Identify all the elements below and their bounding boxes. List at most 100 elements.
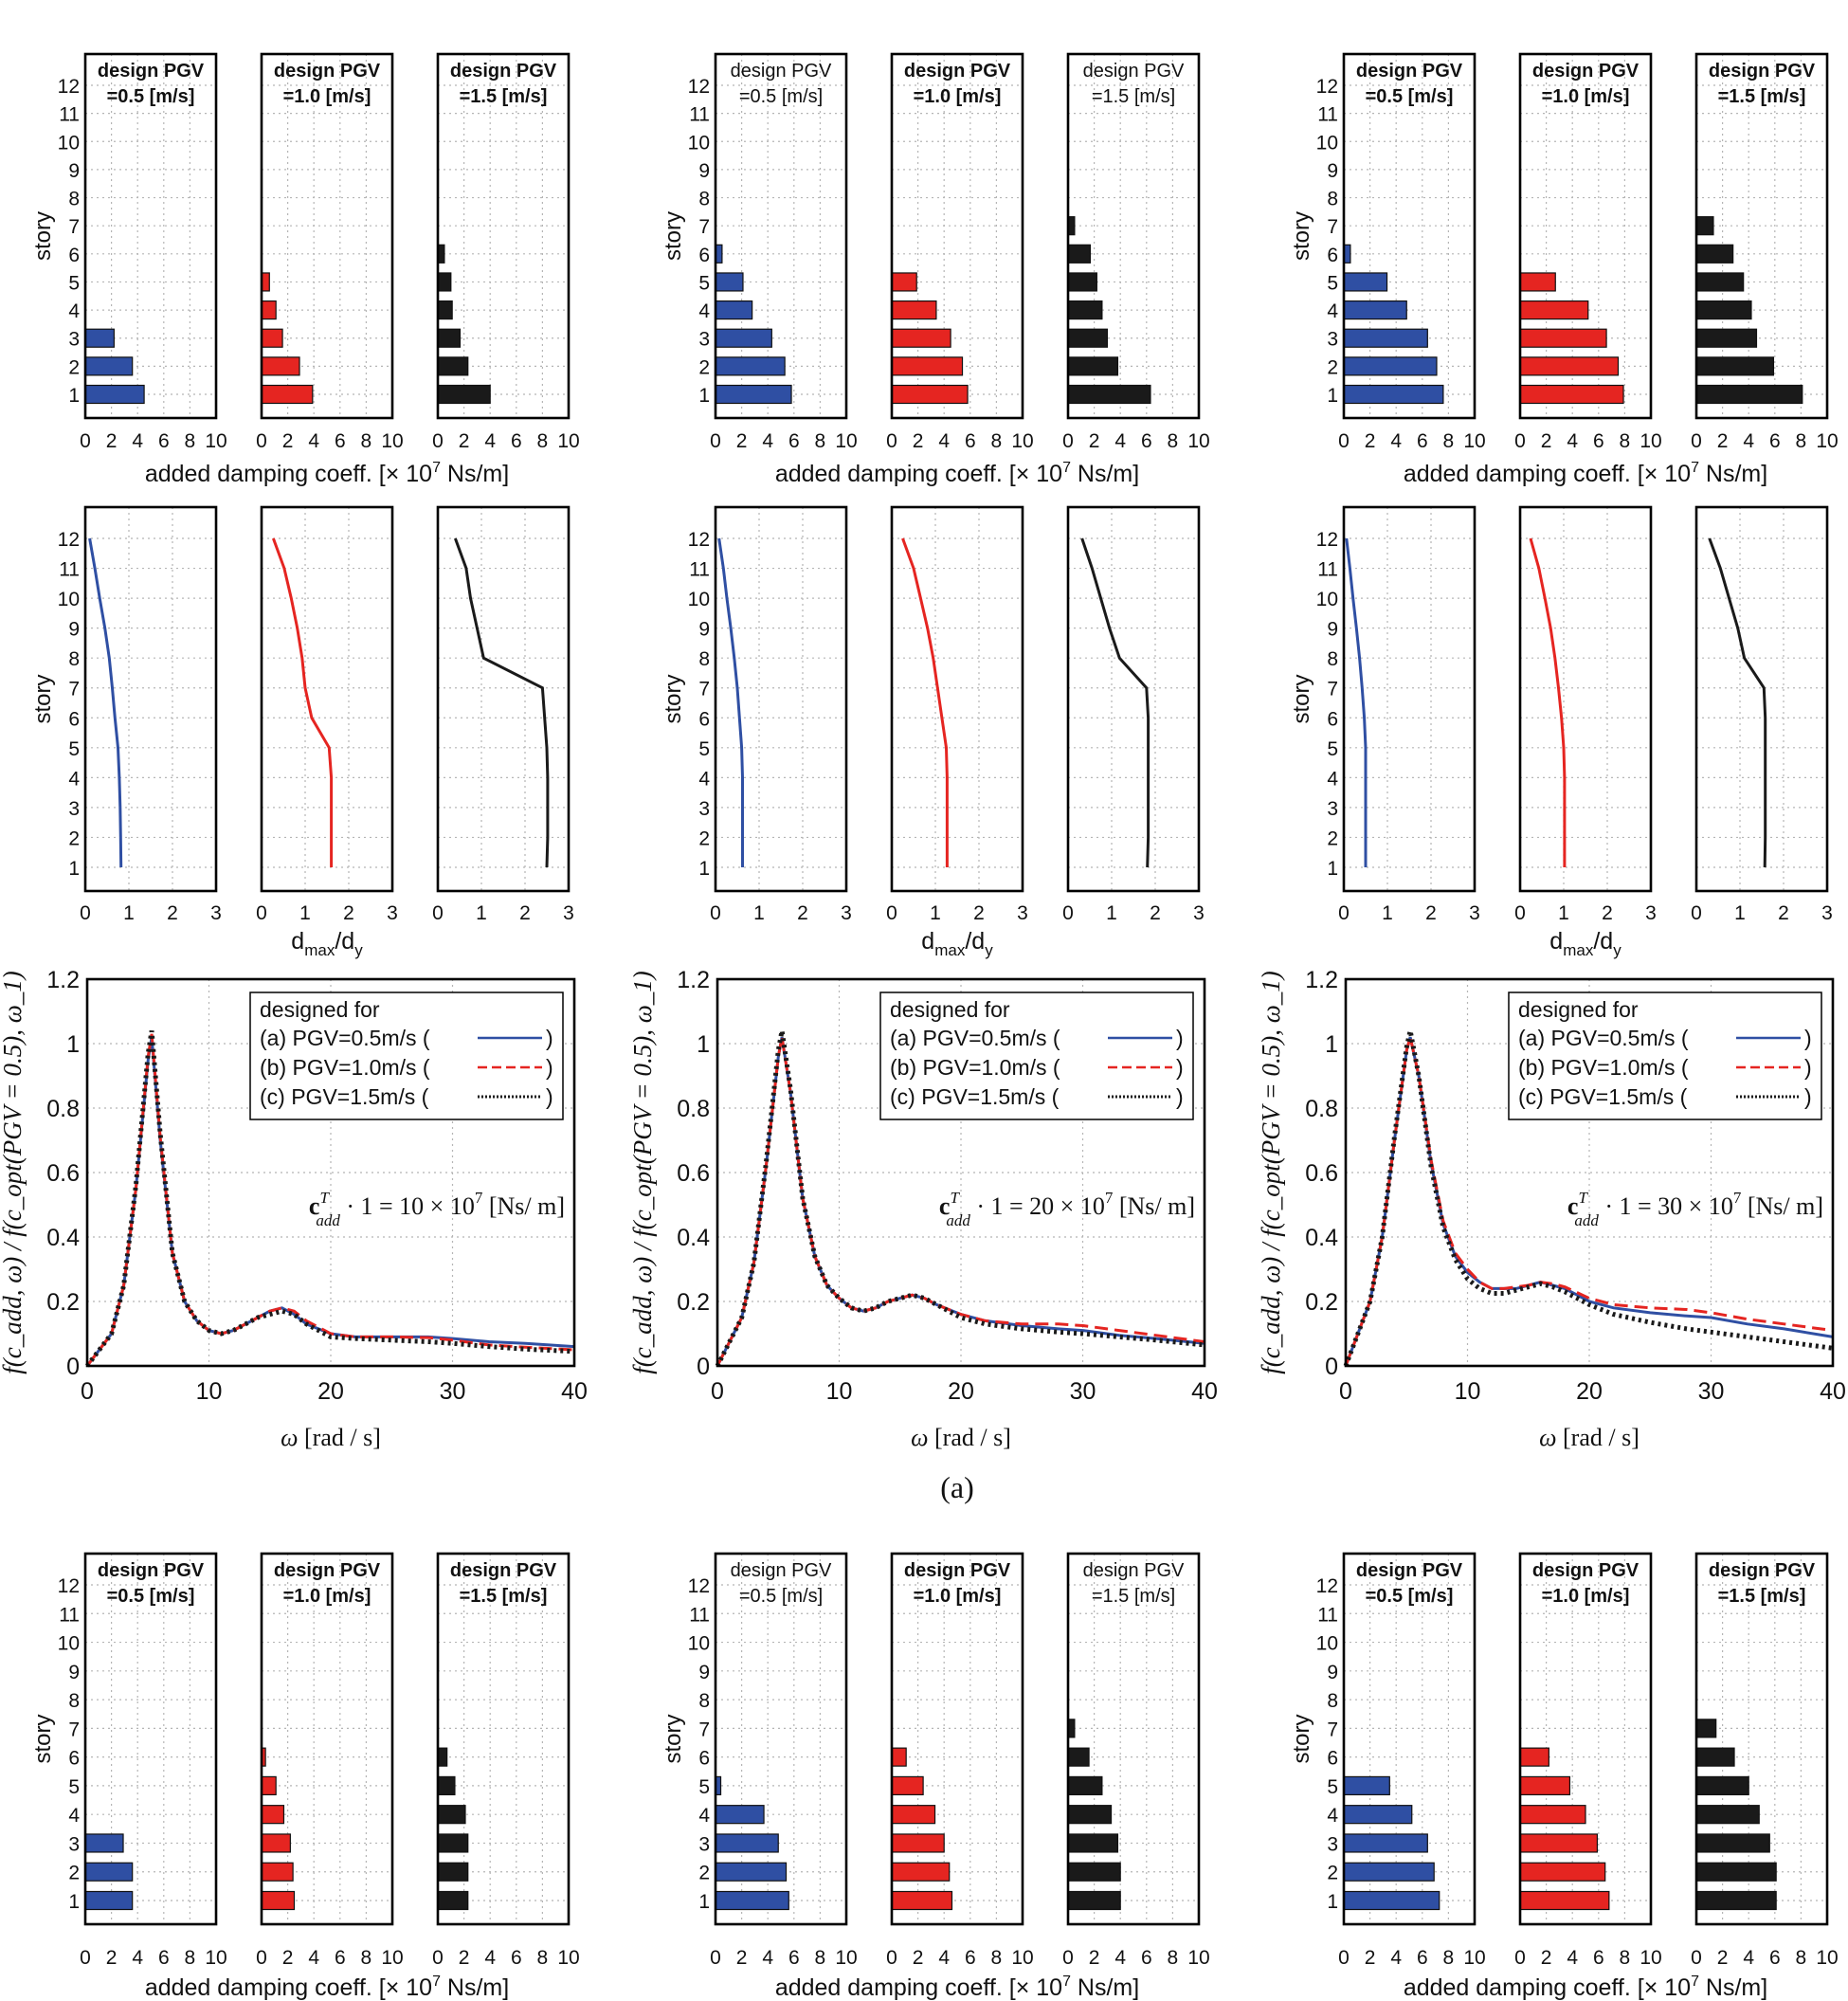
xtick-label: 0 (80, 1947, 91, 1969)
panel-frame (1342, 505, 1477, 893)
drift-profile-line (271, 537, 334, 867)
xtick-label: 30 (1698, 1378, 1725, 1405)
panel-title-line1: design PGV (274, 61, 381, 82)
xtick-label: 3 (563, 902, 574, 924)
xtick-label: 40 (1191, 1378, 1218, 1405)
bar-story-4 (261, 300, 277, 320)
drift-ytick: 5 (1327, 738, 1338, 760)
drift-profile-line (88, 537, 123, 868)
bar-ytick: 8 (68, 189, 80, 210)
y-axis-label: f(c_add, ω) / f(c_opt(PGV = 0.5), ω_1) (0, 971, 27, 1374)
bar-story-1 (891, 384, 969, 405)
xtick-label: 8 (361, 430, 372, 452)
xtick-label: 6 (1769, 430, 1781, 452)
panel-frame (83, 505, 218, 893)
panel-title-line1: design PGV (98, 1560, 205, 1581)
bar-story-5 (261, 1775, 277, 1796)
panel-title-line2: =1.5 [m/s] (1092, 1586, 1175, 1607)
xtick-label: 0 (1338, 430, 1350, 452)
frequency-plot: 0 10 20 30 40 0 0.2 0.4 0.6 0.8 1 1.2 ω [rad / s] f(c… (1257, 967, 1846, 1451)
legend-title: designed for (890, 997, 1010, 1022)
bar-story-3 (891, 328, 951, 348)
ytick-label: 0.2 (46, 1289, 80, 1316)
ytick-label: 0 (697, 1354, 710, 1380)
drift-ytick: 8 (698, 648, 710, 670)
bar-story-1 (891, 1890, 953, 1911)
xtick-label: 8 (1168, 1947, 1179, 1969)
xtick-label: 6 (1417, 430, 1428, 452)
ytick-label: 0.8 (677, 1096, 710, 1122)
legend-entry-label: (c) PGV=1.5m/s ( (1518, 1084, 1688, 1109)
bar-ytick: 1 (68, 385, 80, 407)
legend-entry-close: ) (1804, 1055, 1812, 1080)
bar-story-3 (891, 1833, 945, 1853)
xtick-label: 6 (511, 1947, 522, 1969)
xtick-label: 0 (1062, 902, 1074, 924)
xtick-label: 4 (1390, 430, 1402, 452)
xtick-label: 10 (1463, 1947, 1485, 1969)
bar-ytick: 5 (68, 1776, 80, 1798)
xtick-label: 2 (1602, 902, 1613, 924)
bar-story-5 (1695, 272, 1745, 292)
xtick-label: 8 (361, 1947, 372, 1969)
ytick-label: 1.2 (1305, 967, 1338, 993)
bar-story-3 (1343, 1833, 1428, 1853)
bar-story-1 (1067, 1890, 1121, 1911)
panel-title-line2: =0.5 [m/s] (1366, 86, 1454, 107)
legend-entry-close: ) (1176, 1084, 1184, 1109)
xtick-label: 10 (835, 430, 857, 452)
xtick-label: 4 (1114, 1947, 1126, 1969)
xtick-label: 2 (736, 1947, 748, 1969)
xtick-label: 2 (1150, 902, 1161, 924)
bar-story-4 (1067, 1805, 1113, 1825)
legend-title: designed for (260, 997, 380, 1022)
bar-ytick: 11 (1317, 104, 1338, 126)
panel-title-line1: design PGV (1709, 1560, 1816, 1581)
bar-ytick: 2 (68, 356, 80, 378)
x-axis-label: added damping coeff. [× 107 Ns/m] (775, 1974, 1139, 2001)
bar-story-7 (1695, 1719, 1717, 1738)
bar-ytick: 7 (1327, 216, 1338, 238)
drift-ytick: 4 (68, 768, 80, 790)
xtick-label: 20 (317, 1378, 344, 1405)
panel-frame (260, 505, 394, 893)
xtick-label: 4 (484, 1947, 496, 1969)
xtick-label: 4 (1743, 430, 1754, 452)
frequency-plot: 0 10 20 30 40 0 0.2 0.4 0.6 0.8 1 1.2 ω [rad / s] f(c… (628, 967, 1218, 1451)
panel-title-line2: =1.0 [m/s] (283, 86, 371, 107)
xtick-label: 1 (1106, 902, 1117, 924)
bar-story-2 (1067, 1862, 1121, 1882)
xtick-label: 2 (1778, 902, 1789, 924)
xtick-label: 10 (1187, 430, 1209, 452)
bar-ytick: 12 (688, 76, 710, 98)
bar-story-5 (1343, 1775, 1390, 1796)
drift-ytick: 11 (59, 559, 80, 581)
bar-ytick: 1 (1327, 385, 1338, 407)
bar-story-2 (437, 356, 469, 376)
panel-frame (260, 1552, 394, 1926)
xtick-label: 10 (1640, 1947, 1661, 1969)
panel-title-line1: design PGV (904, 61, 1011, 82)
xtick-label: 4 (1567, 1947, 1578, 1969)
bar-story-1 (715, 1890, 789, 1911)
xtick-label: 6 (965, 1947, 976, 1969)
y-axis-label: f(c_add, ω) / f(c_opt(PGV = 0.5), ω_1) (628, 971, 657, 1374)
xtick-label: 2 (973, 902, 985, 924)
xtick-label: 4 (308, 430, 319, 452)
panel-title-line1: design PGV (274, 1560, 381, 1581)
figure-label: (a) (940, 1470, 974, 1504)
xtick-label: 2 (106, 430, 118, 452)
bar-ytick: 11 (1317, 1604, 1338, 1626)
y-axis-label: story (661, 211, 686, 261)
bar-ytick: 6 (68, 1748, 80, 1770)
bar-story-4 (1519, 1805, 1586, 1825)
bar-story-3 (261, 328, 283, 348)
bar-story-1 (84, 1890, 134, 1911)
panel-frame (1066, 52, 1201, 420)
x-axis-label: added damping coeff. [× 107 Ns/m] (145, 1974, 509, 2001)
bar-story-1 (1067, 384, 1151, 405)
xtick-label: 6 (1417, 1947, 1428, 1969)
